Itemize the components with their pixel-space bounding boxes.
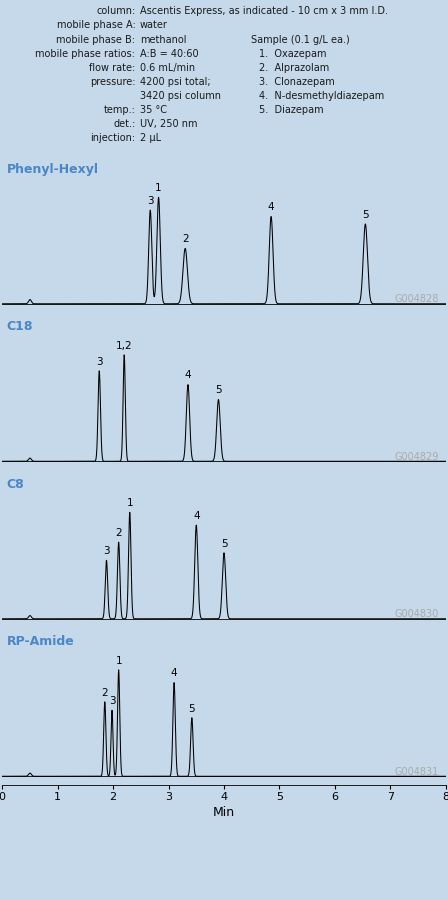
- Text: methanol: methanol: [140, 34, 186, 44]
- Text: 3: 3: [147, 196, 154, 206]
- Text: mobile phase B:: mobile phase B:: [56, 34, 135, 44]
- Text: 5: 5: [189, 704, 195, 714]
- Text: 2 μL: 2 μL: [140, 133, 161, 143]
- Text: pressure:: pressure:: [90, 76, 135, 86]
- Text: injection:: injection:: [90, 133, 135, 143]
- Text: A:B = 40:60: A:B = 40:60: [140, 49, 198, 58]
- Text: det.:: det.:: [113, 119, 135, 129]
- Text: temp.:: temp.:: [103, 105, 135, 115]
- Text: 4.  N-desmethyldiazepam: 4. N-desmethyldiazepam: [259, 91, 385, 101]
- Text: 3: 3: [109, 696, 115, 706]
- Text: 5: 5: [215, 385, 222, 395]
- Text: 0.6 mL/min: 0.6 mL/min: [140, 63, 195, 73]
- Text: 3420 psi column: 3420 psi column: [140, 91, 221, 101]
- Text: 1.  Oxazepam: 1. Oxazepam: [259, 49, 327, 58]
- Text: Ascentis Express, as indicated - 10 cm x 3 mm I.D.: Ascentis Express, as indicated - 10 cm x…: [140, 6, 388, 16]
- Text: 5.  Diazepam: 5. Diazepam: [259, 105, 324, 115]
- Text: 3: 3: [96, 356, 103, 366]
- Text: RP-Amide: RP-Amide: [7, 635, 74, 648]
- Text: 4: 4: [185, 371, 191, 381]
- Text: 4: 4: [193, 511, 200, 521]
- Text: 2: 2: [115, 528, 122, 538]
- Text: Phenyl-Hexyl: Phenyl-Hexyl: [7, 163, 99, 176]
- Text: G004830: G004830: [395, 609, 439, 619]
- Text: 1,2: 1,2: [116, 340, 133, 351]
- Text: C18: C18: [7, 320, 33, 333]
- X-axis label: Min: Min: [213, 806, 235, 819]
- Text: 1: 1: [126, 498, 133, 508]
- Text: 2: 2: [182, 234, 189, 244]
- Text: 4200 psi total;: 4200 psi total;: [140, 76, 211, 86]
- Text: 1: 1: [155, 183, 162, 194]
- Text: 2: 2: [102, 688, 108, 698]
- Text: 3.  Clonazepam: 3. Clonazepam: [259, 76, 335, 86]
- Text: 3: 3: [103, 546, 110, 556]
- Text: 35 °C: 35 °C: [140, 105, 167, 115]
- Text: mobile phase ratios:: mobile phase ratios:: [35, 49, 135, 58]
- Text: C8: C8: [7, 478, 25, 491]
- Text: 1: 1: [115, 655, 122, 666]
- Text: 5: 5: [362, 210, 369, 220]
- Text: water: water: [140, 21, 168, 31]
- Text: 5: 5: [221, 538, 227, 549]
- Text: column:: column:: [96, 6, 135, 16]
- Text: 4: 4: [268, 202, 275, 212]
- Text: 2.  Alprazolam: 2. Alprazolam: [259, 63, 330, 73]
- Text: G004829: G004829: [395, 452, 439, 462]
- Text: G004831: G004831: [395, 767, 439, 777]
- Text: Sample (0.1 g/L ea.): Sample (0.1 g/L ea.): [250, 34, 349, 44]
- Text: 4: 4: [171, 669, 177, 679]
- Text: UV, 250 nm: UV, 250 nm: [140, 119, 197, 129]
- Text: mobile phase A:: mobile phase A:: [56, 21, 135, 31]
- Text: flow rate:: flow rate:: [89, 63, 135, 73]
- Text: G004828: G004828: [395, 294, 439, 304]
